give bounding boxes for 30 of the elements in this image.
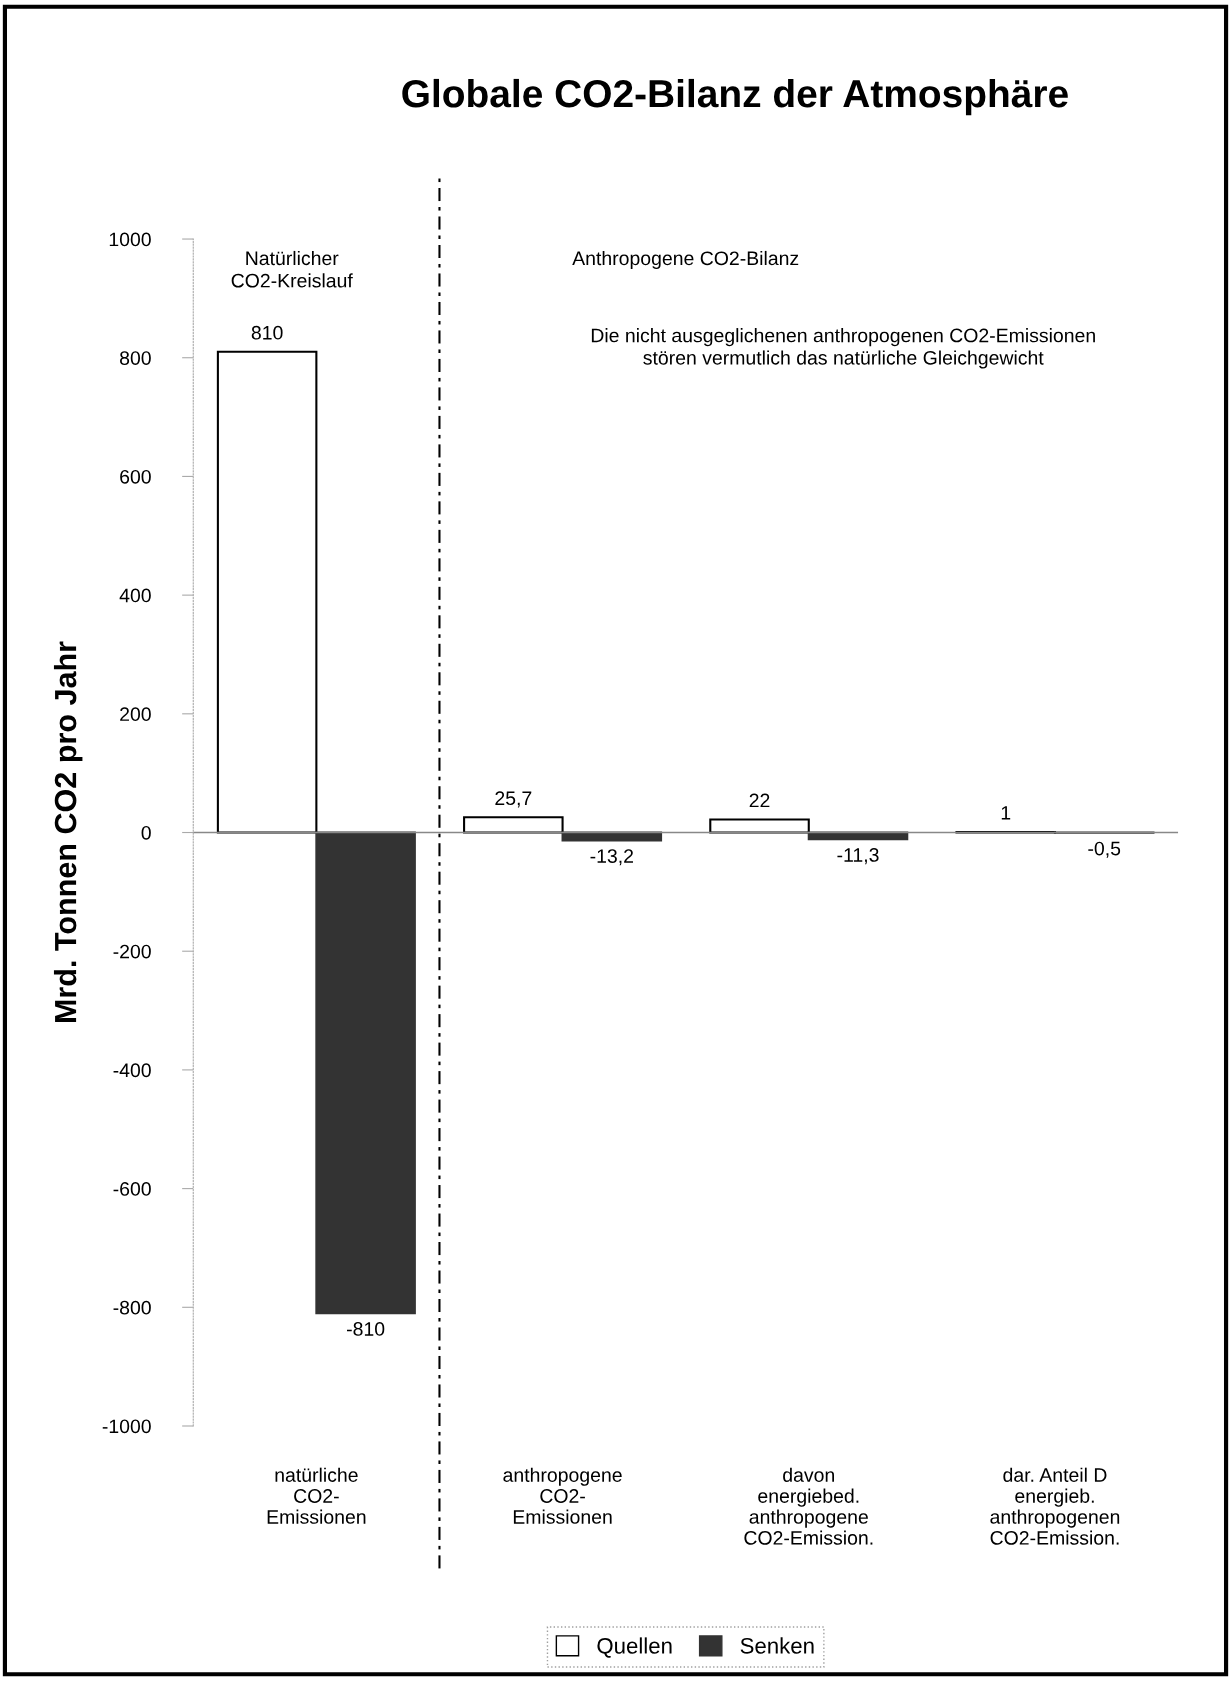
annotation: Die nicht ausgeglichenen anthropogenen CO2-Emissionen stören vermutlich das natürliche Gleichgewicht bbox=[591, 328, 1095, 369]
legend-label: Quellen bbox=[597, 1637, 672, 1658]
data-label: 810 bbox=[251, 325, 283, 340]
data-label: 1 bbox=[1001, 806, 1011, 820]
y-tick-label: 600 bbox=[120, 469, 151, 484]
x-tick-label: davon energiebed. anthropogene CO2-Emission. bbox=[744, 1467, 873, 1545]
x-tick-label: anthropogene CO2- Emissionen bbox=[503, 1467, 622, 1524]
y-tick-label: -400 bbox=[113, 1063, 151, 1078]
y-tick-label: -600 bbox=[113, 1182, 151, 1196]
y-tick-label: -800 bbox=[113, 1300, 151, 1315]
x-tick-label: dar. Anteil D energieb. anthropogenen CO2-Emission. bbox=[990, 1467, 1120, 1545]
y-tick-label: -200 bbox=[113, 944, 151, 959]
y-tick-label: 200 bbox=[120, 707, 151, 722]
y-axis-title: Mrd. Tonnen CO2 pro Jahr bbox=[53, 641, 83, 1023]
annotation: Anthropogene CO2-Bilanz bbox=[572, 250, 799, 270]
data-label: 25,7 bbox=[495, 791, 532, 808]
y-tick-label: 1000 bbox=[109, 232, 151, 247]
data-label: -0,5 bbox=[1088, 841, 1121, 858]
y-tick-label: -1000 bbox=[102, 1419, 151, 1434]
data-label: -13,2 bbox=[590, 849, 633, 866]
data-label: 22 bbox=[749, 793, 770, 808]
y-tick-label: 400 bbox=[119, 588, 151, 603]
y-tick-label: 0 bbox=[141, 825, 151, 840]
data-label: -11,3 bbox=[837, 848, 879, 865]
chart-title: Globale CO2-Bilanz der Atmosphäre bbox=[402, 78, 1068, 116]
legend-label: Senken bbox=[740, 1637, 814, 1654]
y-tick-label: 800 bbox=[120, 351, 151, 365]
annotation: Natürlicher CO2-Kreislauf bbox=[231, 250, 353, 288]
data-label: -810 bbox=[347, 1322, 385, 1336]
x-tick-label: natürliche CO2- Emissionen bbox=[267, 1467, 366, 1524]
